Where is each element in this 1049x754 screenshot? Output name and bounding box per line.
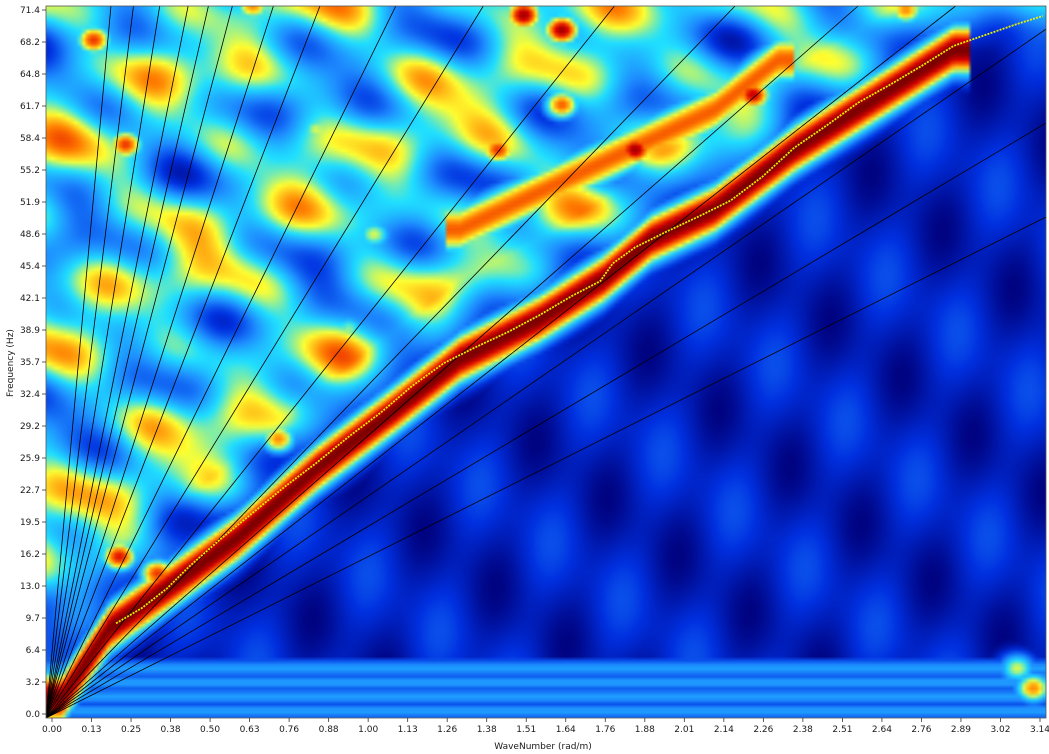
x-tick-label: 1.13 <box>398 725 418 735</box>
velocity-line-7 <box>46 6 484 718</box>
x-tick-label: 3.14 <box>1030 725 1049 735</box>
y-tick-label: 6.4 <box>26 646 41 656</box>
y-tick-label: 58.4 <box>20 134 40 144</box>
velocity-line-14 <box>46 6 161 718</box>
x-axis-title: WaveNumber (rad/m) <box>494 742 591 752</box>
y-tick-label: 19.5 <box>20 518 40 528</box>
velocity-line-9 <box>46 6 321 718</box>
y-tick-label: 9.7 <box>26 614 40 624</box>
velocity-line-16 <box>46 6 112 718</box>
x-tick-label: 0.13 <box>81 725 101 735</box>
y-tick-label: 71.4 <box>20 6 40 16</box>
y-tick-label: 51.9 <box>20 198 40 208</box>
velocity-line-5 <box>46 6 736 718</box>
x-tick-label: 2.26 <box>753 725 773 735</box>
x-tick-label: 2.01 <box>674 725 694 735</box>
x-tick-label: 1.26 <box>437 725 457 735</box>
x-tick-label: 2.14 <box>714 725 734 735</box>
velocity-line-0 <box>46 216 1046 718</box>
x-tick-label: 3.02 <box>990 725 1010 735</box>
velocity-line-11 <box>46 6 233 718</box>
velocity-line-3 <box>46 6 956 718</box>
y-tick-label: 38.9 <box>20 326 40 336</box>
y-tick-label: 48.6 <box>20 230 40 240</box>
velocity-line-15 <box>46 6 134 718</box>
y-axis: 0.0 3.2 6.4 9.7 13.0 16.2 19.5 22.7 25.9 29.2 32.4… <box>20 6 46 720</box>
y-tick-label: 35.7 <box>20 358 40 368</box>
x-tick-label: 1.00 <box>358 725 378 735</box>
y-tick-label: 45.4 <box>20 262 40 272</box>
x-tick-label: 1.88 <box>635 725 655 735</box>
velocity-line-6 <box>46 6 615 718</box>
y-tick-label: 32.4 <box>20 390 40 400</box>
x-axis: 0.00 0.13 0.25 0.38 0.50 0.63 0.76 0.88 1.00 1.13… <box>42 718 1049 735</box>
heatmap-raster <box>46 6 1046 718</box>
y-tick-label: 25.9 <box>20 454 40 464</box>
velocity-line-12 <box>46 6 209 718</box>
x-tick-label: 0.00 <box>42 725 62 735</box>
x-tick-label: 0.76 <box>279 725 299 735</box>
x-tick-label: 0.50 <box>200 725 220 735</box>
y-tick-label: 29.2 <box>20 422 40 432</box>
velocity-line-10 <box>46 6 274 718</box>
x-tick-label: 0.38 <box>161 725 181 735</box>
y-tick-label: 0.0 <box>26 710 41 720</box>
velocity-line-8 <box>46 6 397 718</box>
x-tick-label: 0.63 <box>240 725 260 735</box>
velocity-line-2 <box>46 28 1046 718</box>
picked-dispersion-curve <box>115 15 1044 625</box>
x-tick-label: 2.89 <box>951 725 971 735</box>
velocity-line-13 <box>46 6 189 718</box>
y-tick-label: 64.8 <box>20 70 40 80</box>
y-tick-label: 16.2 <box>20 550 40 560</box>
x-tick-label: 2.76 <box>911 725 931 735</box>
y-tick-label: 42.1 <box>20 294 40 304</box>
x-tick-label: 1.76 <box>595 725 615 735</box>
x-tick-label: 1.51 <box>516 725 536 735</box>
plot-area <box>45 5 1047 719</box>
y-tick-label: 61.7 <box>20 102 40 112</box>
overlay-group <box>46 6 1046 718</box>
y-tick-label: 3.2 <box>26 678 40 688</box>
y-tick-label: 55.2 <box>20 166 40 176</box>
y-tick-label: 22.7 <box>20 486 40 496</box>
y-tick-label: 13.0 <box>20 582 40 592</box>
x-tick-label: 2.64 <box>872 725 892 735</box>
y-tick-label: 68.2 <box>20 38 40 48</box>
x-tick-label: 2.38 <box>793 725 813 735</box>
x-tick-label: 1.64 <box>556 725 576 735</box>
x-tick-label: 0.25 <box>121 725 141 735</box>
x-tick-label: 0.88 <box>319 725 339 735</box>
x-tick-label: 2.51 <box>832 725 852 735</box>
y-axis-title: Frequency (Hz) <box>6 329 16 397</box>
x-tick-label: 1.38 <box>477 725 497 735</box>
velocity-line-4 <box>46 6 859 718</box>
velocity-line-1 <box>46 122 1046 718</box>
